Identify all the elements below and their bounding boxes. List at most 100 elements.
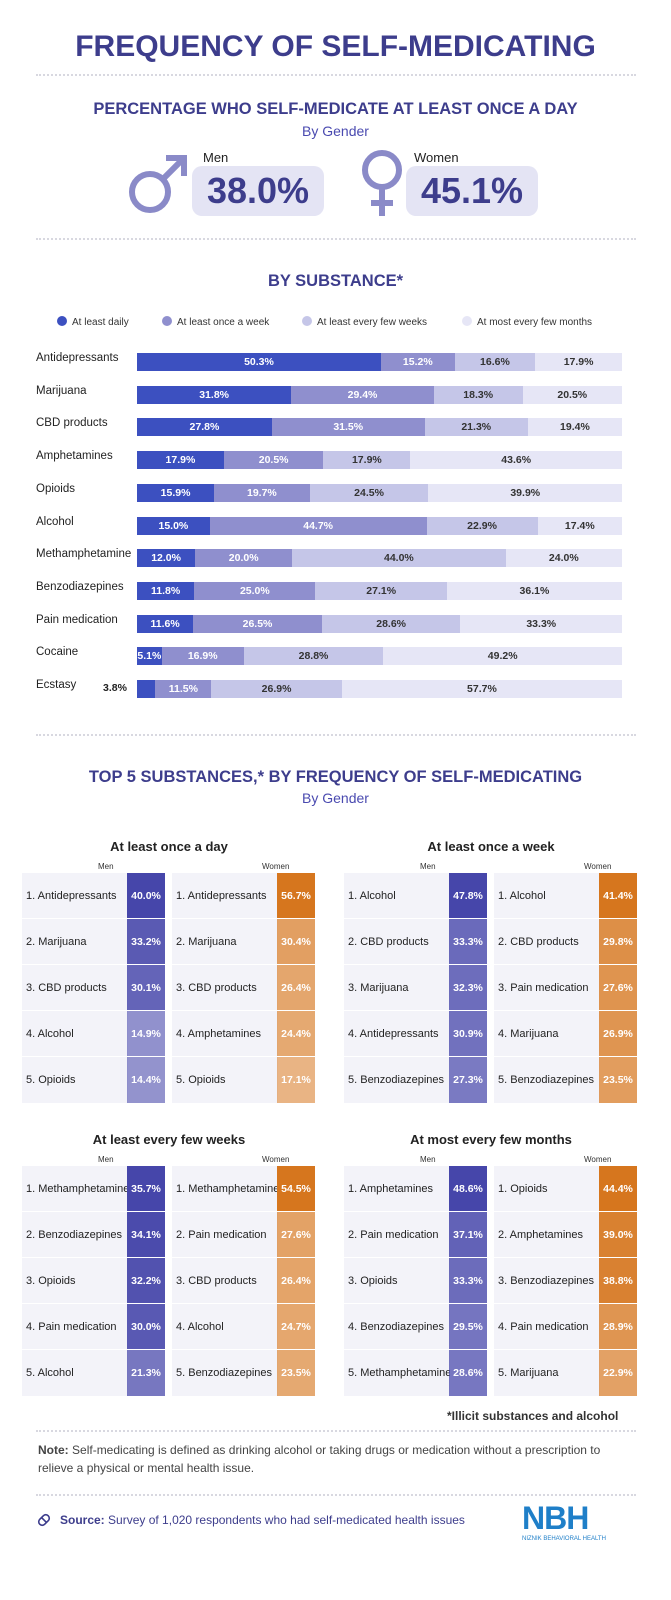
legend-swatch [462,316,472,326]
table-value-cell: 38.8% [599,1258,637,1304]
table-value-cell: 26.9% [599,1011,637,1057]
divider [36,74,636,76]
bar-segment: 17.9% [137,451,224,470]
table-value-cell: 40.0% [127,873,165,919]
bar-segment: 57.7% [341,680,622,698]
table-row-item: 1. Antidepressants [172,873,278,919]
table-row-item: 2. Pain medication [172,1212,278,1258]
bar-segment: 11.5% [155,680,212,698]
source-label: Source: [60,1513,105,1527]
bar-category-label: Marijuana [36,384,87,397]
table-value-cell: 28.9% [599,1304,637,1350]
table-row-item: 1. Methamphetamine [172,1166,278,1212]
table-value-cell: 32.2% [127,1258,165,1304]
substance-heading: BY SUBSTANCE* [267,272,404,290]
source-text: Survey of 1,020 respondents who had self… [108,1513,465,1527]
bar-segment: 50.3% [137,353,381,371]
bar-segment: 16.6% [454,353,536,371]
table-row-item: 2. Marijuana [22,919,128,965]
female-symbol-icon [362,150,402,216]
table-row-item: 3. CBD products [172,965,278,1011]
bar-category-label: Benzodiazepines [36,580,124,593]
men-column-header: Men [98,1155,114,1164]
table-row-item: 4. Marijuana [494,1011,600,1057]
table-value-cell: 27.3% [449,1057,487,1103]
bar-segment: 44.7% [209,516,427,535]
bar-segment: 19.7% [214,483,310,502]
bar-category-label: Ecstasy [36,679,77,691]
women-column-header: Women [262,862,290,871]
page-title: FREQUENCY OF SELF-MEDICATING [75,30,596,63]
women-column-header: Women [262,1155,290,1164]
bar-segment [137,680,156,698]
table-value-cell: 33.3% [449,1258,487,1304]
table-value-cell: 23.5% [277,1350,315,1396]
nbh-logo-text: NIZNIK BEHAVIORAL HEALTH [522,1536,606,1542]
men-column-header: Men [420,1155,436,1164]
table-value-cell: 44.4% [599,1166,637,1212]
footnote: *Illicit substances and alcohol [447,1409,619,1423]
table-row-item: 2. Marijuana [172,919,278,965]
bar-segment: 43.6% [410,451,622,470]
table-row-item: 1. Antidepressants [22,873,128,919]
table-row-item: 5. Benzodiazepines [494,1057,600,1103]
table-value-cell: 33.2% [127,919,165,965]
men-value: 38.0% [192,166,324,216]
table-value-cell: 17.1% [277,1057,315,1103]
table-value-cell: 34.1% [127,1212,165,1258]
men-label: Men [203,150,229,165]
table-value-cell: 41.4% [599,873,637,919]
bar-segment: 25.0% [194,581,316,600]
table-row-item: 4. Amphetamines [172,1011,278,1057]
table-row-item: 2. CBD products [344,919,450,965]
legend-item: At least once a week [162,316,269,328]
table-row-item: 1. Opioids [494,1166,600,1212]
table-value-cell: 30.4% [277,919,315,965]
table-value-cell: 33.3% [449,919,487,965]
table-value-cell: 27.6% [599,965,637,1011]
bar-segment: 15.2% [380,353,455,371]
table-row-item: 3. Benzodiazepines [494,1258,600,1304]
table-row-item: 2. CBD products [494,919,600,965]
table-row-item: 3. Marijuana [344,965,450,1011]
legend-swatch [57,316,67,326]
bar-segment: 20.0% [195,549,293,568]
table-row-item: 5. Opioids [172,1057,278,1103]
bar-segment: 21.3% [424,418,528,437]
table-value-cell: 54.5% [277,1166,315,1212]
bar-segment: 24.5% [309,483,429,502]
bar-segment: 33.3% [460,614,622,633]
table-row-item: 2. Amphetamines [494,1212,600,1258]
bar-segment: 12.0% [137,549,196,568]
divider [36,1494,636,1496]
table-value-cell: 32.3% [449,965,487,1011]
women-column-header: Women [584,1155,612,1164]
bar-category-label: Alcohol [36,515,74,528]
gender-heading: PERCENTAGE WHO SELF-MEDICATE AT LEAST ON… [93,100,578,118]
table-row-item: 1. Alcohol [344,873,450,919]
note-label: Note: [38,1443,69,1457]
table-value-cell: 30.9% [449,1011,487,1057]
bar-category-label: Methamphetamine [36,548,132,561]
table-row-item: 5. Methamphetamine [344,1350,450,1396]
table-row-item: 3. Opioids [22,1258,128,1304]
table-row-item: 3. CBD products [22,965,128,1011]
table-value-cell: 21.3% [127,1350,165,1396]
divider [36,734,636,736]
table-value-cell: 24.4% [277,1011,315,1057]
bar-segment: 15.0% [137,516,210,535]
table-row-item: 4. Alcohol [22,1011,128,1057]
legend-swatch [162,316,172,326]
table-value-cell: 26.4% [277,1258,315,1304]
bar-segment: 26.9% [211,680,342,698]
bar-segment: 11.8% [137,581,195,600]
table-value-cell: 26.4% [277,965,315,1011]
table-value-cell: 28.6% [449,1350,487,1396]
table-value-cell: 39.0% [599,1212,637,1258]
divider [36,238,636,240]
bar-category-label: Pain medication [36,613,118,626]
bar-segment: 44.0% [292,549,506,568]
bar-data-label: 3.8% [103,682,127,694]
gender-subheading: By Gender [302,123,369,139]
legend-swatch [302,316,312,326]
